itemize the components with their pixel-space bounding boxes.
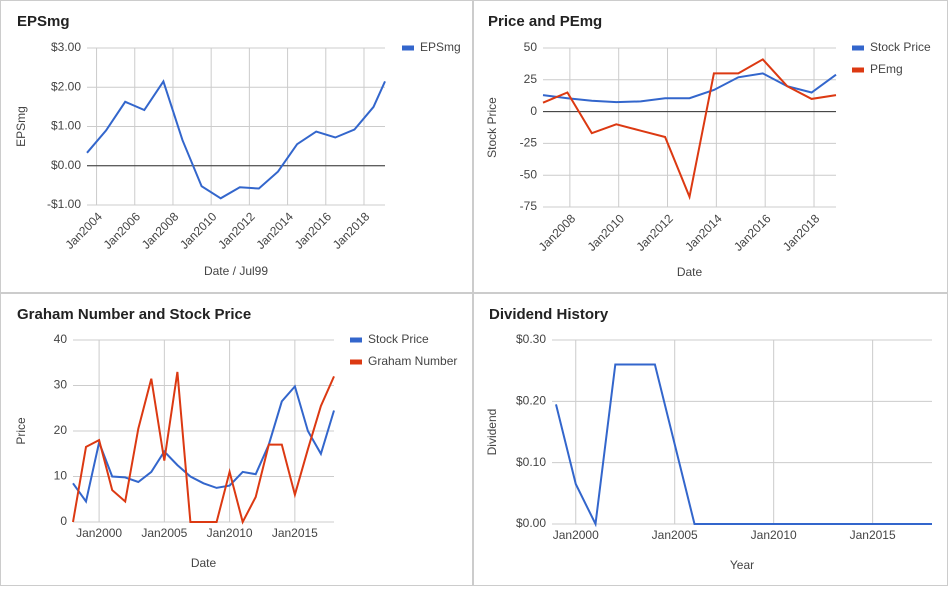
y-tick-label: $0.00 (51, 158, 81, 172)
legend-label: PEmg (870, 62, 903, 76)
legend-swatch (350, 359, 362, 365)
series-line (72, 384, 335, 504)
y-tick-label: 40 (54, 332, 68, 346)
legend-swatch (852, 45, 864, 51)
legend-swatch (402, 45, 414, 51)
y-tick-label: -50 (520, 167, 538, 181)
x-tick-label: Jan2000 (76, 526, 122, 540)
y-tick-label: $0.10 (516, 455, 546, 469)
y-tick-label: -$1.00 (47, 197, 81, 211)
panel (0, 293, 473, 586)
legend-label: EPSmg (420, 40, 461, 54)
chart-title: Graham Number and Stock Price (17, 306, 251, 323)
legend-label: Graham Number (368, 354, 457, 368)
legend-swatch (350, 337, 362, 343)
x-tick-label: Jan2015 (272, 526, 318, 540)
legend-label: Stock Price (368, 332, 429, 346)
chart-title: Price and PEmg (488, 13, 602, 30)
chart-title: Dividend History (489, 306, 609, 323)
x-tick-label: Jan2010 (207, 526, 253, 540)
x-tick-label: Jan2000 (553, 528, 599, 542)
legend-swatch (852, 67, 864, 73)
panel (473, 293, 948, 586)
series-line (72, 371, 335, 525)
y-tick-label: 30 (54, 378, 68, 392)
y-axis-label: Stock Price (485, 97, 499, 158)
series-line (542, 58, 837, 201)
x-axis-label: Year (730, 558, 754, 572)
y-tick-label: $0.30 (516, 332, 546, 346)
y-tick-label: 50 (524, 40, 538, 54)
x-tick-label: Jan2005 (652, 528, 698, 542)
y-tick-label: $0.00 (516, 516, 546, 530)
panel (0, 0, 473, 293)
x-axis-label: Date / Jul99 (204, 264, 268, 278)
x-axis-label: Date (191, 556, 217, 570)
chart-title: EPSmg (17, 13, 70, 30)
y-tick-label: -25 (520, 136, 538, 150)
y-tick-label: 25 (524, 72, 538, 86)
x-tick-label: Jan2015 (850, 528, 896, 542)
series-line (555, 363, 932, 528)
y-axis-label: EPSmg (14, 106, 28, 147)
y-tick-label: 0 (60, 514, 67, 528)
y-axis-label: Dividend (485, 409, 499, 456)
panel (473, 0, 948, 293)
y-tick-label: -75 (520, 199, 538, 213)
y-tick-label: 20 (54, 423, 68, 437)
x-tick-label: Jan2010 (751, 528, 797, 542)
series-line (86, 79, 386, 200)
y-tick-label: 0 (530, 104, 537, 118)
y-axis-label: Price (14, 417, 28, 445)
x-axis-label: Date (677, 265, 703, 279)
y-tick-label: $1.00 (51, 119, 81, 133)
y-tick-label: $0.20 (516, 394, 546, 408)
legend-label: Stock Price (870, 40, 931, 54)
y-tick-label: 10 (54, 469, 68, 483)
x-tick-label: Jan2005 (141, 526, 187, 540)
y-tick-label: $2.00 (51, 79, 81, 93)
y-tick-label: $3.00 (51, 40, 81, 54)
